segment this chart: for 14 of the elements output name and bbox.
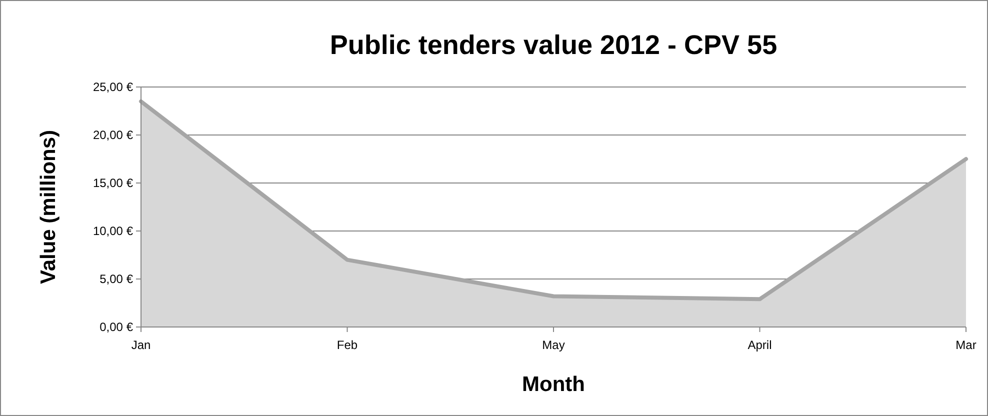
y-tick-label: 20,00 € [92,128,134,142]
x-axis-title: Month [522,373,585,396]
x-tick-label: Mar [956,338,976,352]
chart-title: Public tenders value 2012 - CPV 55 [330,30,778,60]
x-tick-label: Jan [131,338,151,352]
x-tick-label: Feb [336,338,358,352]
x-tick-label: May [542,338,565,352]
y-tick-label: 25,00 € [92,80,134,94]
y-tick-label: 5,00 € [100,272,134,286]
y-tick-label: 15,00 € [92,176,134,190]
y-axis-title: Value (millions) [37,130,60,284]
y-tick-label: 10,00 € [92,224,134,238]
x-tick-label: April [748,338,772,352]
y-tick-label: 0,00 € [100,320,134,334]
